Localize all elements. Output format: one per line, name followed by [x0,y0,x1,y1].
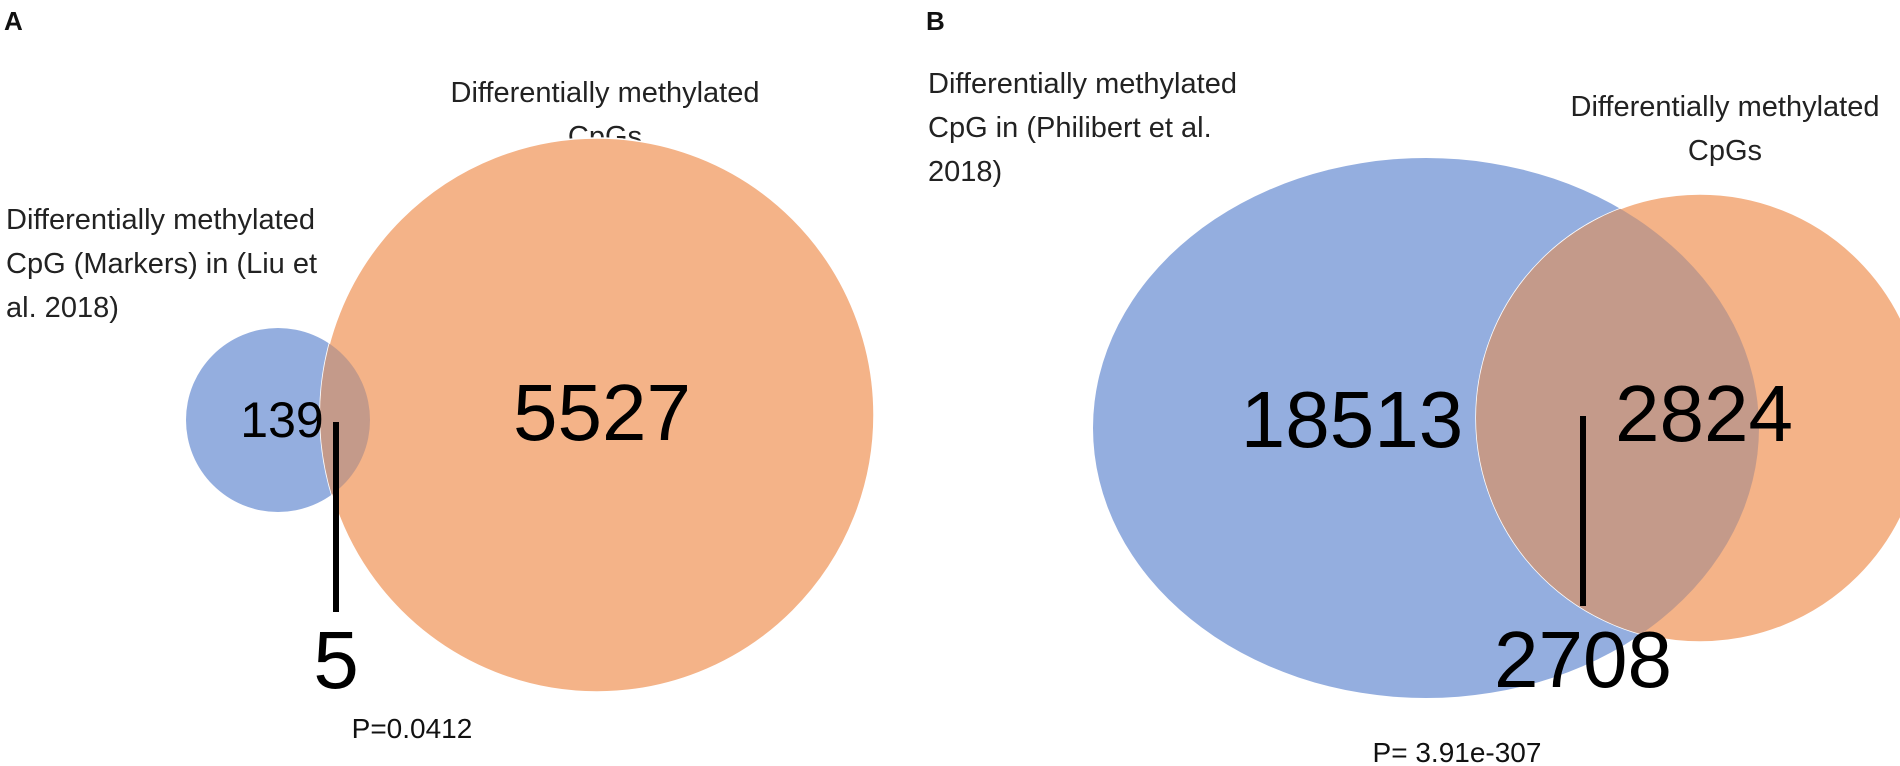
panel-b-right-set-label: Differentially methylated CpGs [1571,91,1880,167]
panel-b-p-value: P= 3.91e-307 [1373,737,1542,766]
panel-b-left-label-line-1: Differentially methylated [928,68,1237,100]
panel-b-right-count: 2824 [1615,369,1793,458]
panel-a-left-label-line-2: CpG (Markers) in (Liu et [6,248,317,280]
panel-a-left-label-line-3: al. 2018) [6,292,119,324]
panel-a-p-value: P=0.0412 [352,713,473,744]
panel-a-letter: A [4,6,23,36]
panel-b-right-label-line-2: CpGs [1688,135,1762,167]
panel-a-right-label-line-1: Differentially methylated [451,77,760,109]
panel-a-left-count: 139 [240,392,323,448]
panel-b: B Differentially methylated CpG in (Phil… [926,6,1900,766]
panel-b-left-set-label: Differentially methylated CpG in (Philib… [928,68,1237,188]
panel-a-right-count: 5527 [513,368,691,457]
panel-a-right-set-label: Differentially methylated CpGs [451,77,760,153]
panel-a-left-label-line-1: Differentially methylated [6,204,315,236]
panel-a: A Differentially methylated CpGs Differe… [4,6,875,744]
panel-a-overlap-count: 5 [313,615,359,706]
panel-b-letter: B [926,6,945,36]
panel-b-left-label-line-2: CpG in (Philibert et al. [928,112,1212,144]
panel-a-left-set-label: Differentially methylated CpG (Markers) … [6,204,317,324]
panel-b-overlap-region [1476,194,1759,642]
panel-b-left-label-line-3: 2018) [928,156,1002,188]
panel-b-overlap-count: 2708 [1494,615,1672,704]
panel-b-right-label-line-1: Differentially methylated [1571,91,1880,123]
panel-b-left-count: 18513 [1241,375,1463,464]
